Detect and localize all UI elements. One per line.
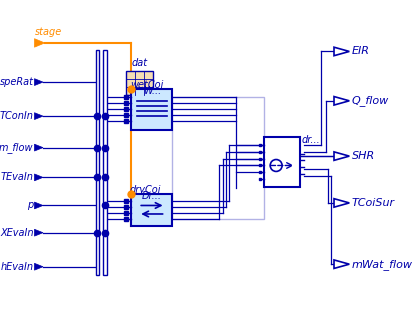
Text: W...: W... <box>143 86 161 96</box>
Text: dr...: dr... <box>302 135 320 145</box>
FancyBboxPatch shape <box>264 137 300 187</box>
Polygon shape <box>34 229 43 236</box>
Text: Dr...: Dr... <box>142 191 162 201</box>
FancyBboxPatch shape <box>132 194 172 226</box>
Text: EIR: EIR <box>352 46 370 57</box>
Text: Q_flow: Q_flow <box>352 95 389 106</box>
Polygon shape <box>334 260 349 268</box>
Polygon shape <box>334 47 349 56</box>
Polygon shape <box>34 263 43 270</box>
Text: TConIn: TConIn <box>0 111 34 121</box>
Text: hEvaIn: hEvaIn <box>1 262 34 272</box>
FancyBboxPatch shape <box>132 89 172 130</box>
Text: mWat_flow: mWat_flow <box>352 259 413 270</box>
Text: TCoiSur: TCoiSur <box>352 198 395 208</box>
Text: dat: dat <box>131 58 147 69</box>
Polygon shape <box>34 174 43 181</box>
Polygon shape <box>334 199 349 207</box>
FancyBboxPatch shape <box>96 50 99 275</box>
Text: stage: stage <box>34 27 62 37</box>
FancyBboxPatch shape <box>103 50 107 275</box>
Text: TEvaIn: TEvaIn <box>1 172 34 182</box>
Polygon shape <box>34 144 43 151</box>
Text: speRat: speRat <box>0 77 34 87</box>
Polygon shape <box>34 39 45 47</box>
Polygon shape <box>34 113 43 120</box>
Text: m_flow: m_flow <box>0 142 34 153</box>
Text: XEvaIn: XEvaIn <box>0 228 34 238</box>
Polygon shape <box>334 97 349 105</box>
Text: wetCoi: wetCoi <box>130 80 163 90</box>
Polygon shape <box>34 79 43 85</box>
Polygon shape <box>334 152 349 160</box>
Text: dryCoi: dryCoi <box>130 185 161 195</box>
Text: SHR: SHR <box>352 151 375 161</box>
Text: p: p <box>27 201 34 211</box>
Polygon shape <box>34 202 43 209</box>
FancyBboxPatch shape <box>125 71 153 95</box>
